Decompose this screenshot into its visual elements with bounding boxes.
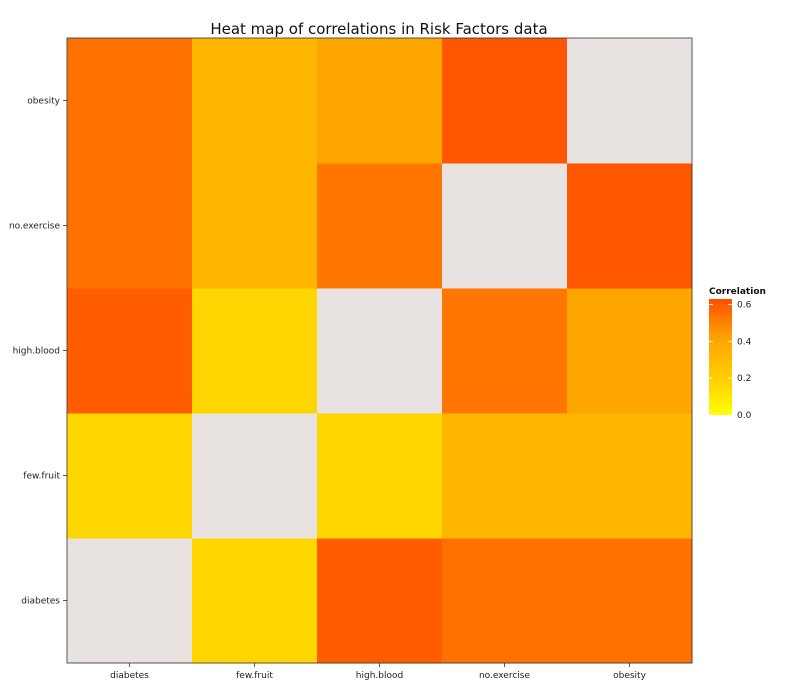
heatmap-cell-high.blood-few.fruit bbox=[192, 288, 318, 414]
heatmap-cells bbox=[67, 38, 693, 664]
y-tick-label-no.exercise: no.exercise bbox=[9, 222, 61, 232]
x-tick-label-obesity: obesity bbox=[613, 671, 646, 681]
legend-tick-label: 0.2 bbox=[737, 374, 751, 384]
x-tick-label-no.exercise: no.exercise bbox=[479, 671, 531, 681]
heatmap-cell-obesity-obesity bbox=[567, 38, 693, 164]
heatmap-cell-obesity-high.blood bbox=[317, 38, 443, 164]
y-tick-label-obesity: obesity bbox=[27, 97, 60, 107]
heatmap-cell-obesity-diabetes bbox=[67, 38, 193, 164]
x-tick-label-diabetes: diabetes bbox=[110, 671, 149, 681]
y-tick-label-high.blood: high.blood bbox=[13, 347, 60, 357]
x-axis: diabetes few.fruit high.blood no.exercise ob… bbox=[110, 663, 647, 681]
x-tick-label-high.blood: high.blood bbox=[356, 671, 403, 681]
heatmap-cell-diabetes-diabetes bbox=[67, 538, 193, 664]
heatmap-cell-no.exercise-no.exercise bbox=[442, 163, 568, 289]
heatmap-cell-high.blood-no.exercise bbox=[442, 288, 568, 414]
heatmap-cell-few.fruit-no.exercise bbox=[442, 413, 568, 539]
heatmap-cell-high.blood-obesity bbox=[567, 288, 693, 414]
heatmap-cell-few.fruit-diabetes bbox=[67, 413, 193, 539]
chart-title: Heat map of correlations in Risk Factors… bbox=[210, 20, 547, 38]
legend-title: Correlation bbox=[709, 287, 766, 297]
heatmap-cell-few.fruit-high.blood bbox=[317, 413, 443, 539]
heatmap-cell-no.exercise-few.fruit bbox=[192, 163, 318, 289]
heatmap-cell-diabetes-obesity bbox=[567, 538, 693, 664]
heatmap-cell-no.exercise-obesity bbox=[567, 163, 693, 289]
heatmap-cell-no.exercise-diabetes bbox=[67, 163, 193, 289]
legend-tick-label: 0.4 bbox=[737, 337, 752, 347]
legend-tick-label: 0.0 bbox=[737, 411, 752, 421]
heatmap-cell-few.fruit-obesity bbox=[567, 413, 693, 539]
heatmap-cell-obesity-no.exercise bbox=[442, 38, 568, 164]
x-tick-label-few.fruit: few.fruit bbox=[236, 671, 273, 681]
legend-tick-label: 0.6 bbox=[737, 301, 752, 311]
legend-ticks: 0.0 0.2 0.4 0.6 bbox=[709, 301, 752, 421]
y-tick-label-diabetes: diabetes bbox=[21, 597, 60, 607]
heatmap-cell-high.blood-high.blood bbox=[317, 288, 443, 414]
heatmap-cell-diabetes-no.exercise bbox=[442, 538, 568, 664]
heatmap-cell-few.fruit-few.fruit bbox=[192, 413, 318, 539]
legend-colorbar bbox=[709, 299, 732, 415]
heatmap-cell-diabetes-few.fruit bbox=[192, 538, 318, 664]
heatmap-cell-no.exercise-high.blood bbox=[317, 163, 443, 289]
legend: Correlation 0.0 0.2 0.4 0.6 bbox=[709, 287, 766, 421]
y-axis: diabetes few.fruit high.blood no.exercise ob… bbox=[9, 97, 67, 607]
heatmap-cell-diabetes-high.blood bbox=[317, 538, 443, 664]
y-tick-label-few.fruit: few.fruit bbox=[23, 472, 60, 482]
heatmap-cell-obesity-few.fruit bbox=[192, 38, 318, 164]
heatmap-cell-high.blood-diabetes bbox=[67, 288, 193, 414]
